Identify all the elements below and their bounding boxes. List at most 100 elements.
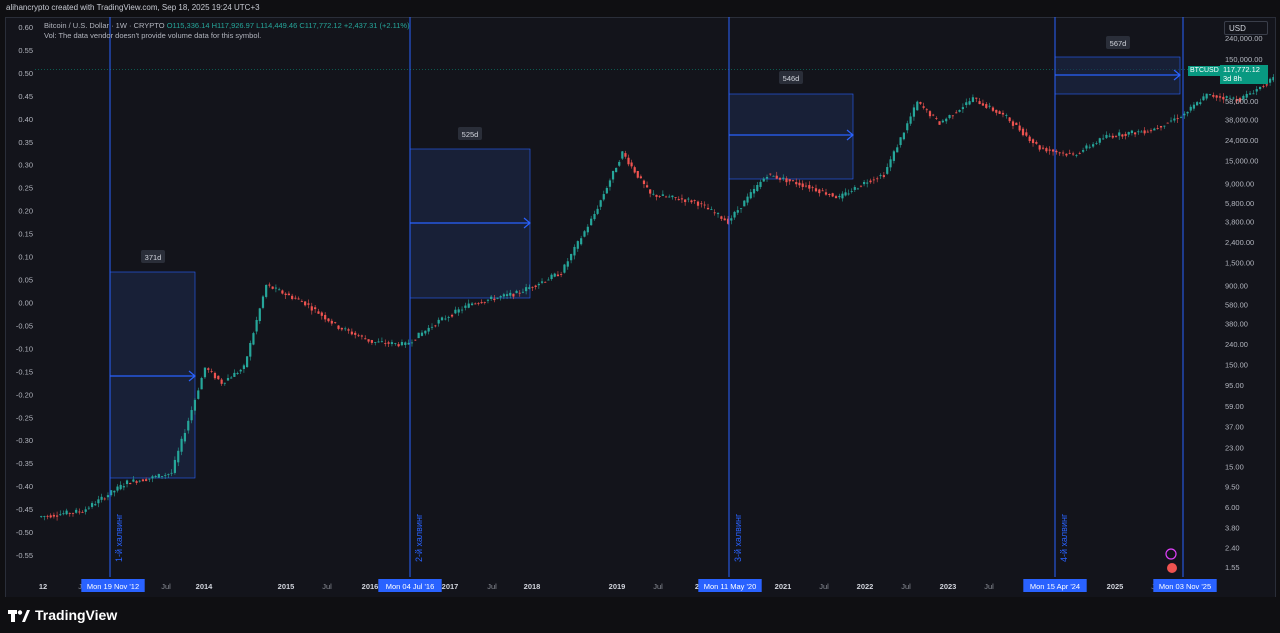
candle-body — [906, 123, 909, 131]
candle-body — [824, 192, 828, 195]
candle-body — [1208, 94, 1212, 95]
candle-body — [1255, 89, 1258, 92]
candle-body — [556, 274, 560, 277]
candle-body — [367, 339, 370, 342]
left-axis-tick: -0.20 — [16, 390, 33, 399]
candle-body — [307, 303, 310, 305]
x-axis-tick: Jul — [161, 582, 171, 591]
x-axis-tick: 2014 — [196, 582, 214, 591]
candle-body — [40, 516, 43, 518]
right-axis-tick: 15.00 — [1225, 463, 1244, 472]
candle-body — [1015, 122, 1018, 125]
candle-body — [226, 378, 230, 381]
left-axis-tick: 0.05 — [18, 276, 33, 285]
candle-body — [177, 450, 180, 463]
candle-body — [1038, 145, 1041, 150]
candle-body — [696, 201, 700, 206]
left-axis-tick: -0.40 — [16, 482, 33, 491]
candle-body — [122, 486, 125, 488]
candle-body — [314, 307, 317, 310]
tradingview-logo-text: TradingView — [35, 607, 118, 623]
candle-body — [129, 482, 132, 485]
candle-body — [410, 342, 414, 344]
candle-body — [1228, 97, 1232, 99]
candle-body — [941, 120, 944, 123]
currency-selector[interactable]: USD — [1224, 21, 1268, 35]
candle-body — [1114, 136, 1118, 137]
candle-body — [119, 484, 122, 490]
candle-body — [746, 196, 749, 203]
x-axis-tick: 2016 — [362, 582, 379, 591]
candle-body — [330, 320, 333, 324]
halving-label: 1-й халвинг — [114, 513, 124, 562]
candle-body — [230, 377, 233, 379]
candle-body — [935, 117, 938, 119]
candle-body — [154, 476, 157, 478]
right-axis-tick: 240,000.00 — [1225, 34, 1263, 43]
right-axis-tick: 3.80 — [1225, 523, 1240, 532]
candle-body — [975, 97, 978, 99]
candle-body — [1111, 135, 1114, 138]
candle-body — [611, 170, 615, 180]
candle-body — [570, 254, 573, 261]
candle-body — [909, 116, 912, 124]
candle-body — [1238, 98, 1242, 102]
right-axis-tick: 3,800.00 — [1225, 218, 1254, 227]
candle-body — [474, 303, 477, 305]
candle-body — [726, 218, 730, 224]
candle-body — [62, 513, 65, 515]
candle-body — [710, 209, 713, 211]
earnings-icon[interactable] — [1167, 563, 1177, 573]
candle-body — [252, 333, 255, 345]
candle-body — [1124, 133, 1127, 137]
candle-body — [866, 182, 869, 184]
candle-body — [1055, 150, 1058, 153]
left-axis-tick: -0.55 — [16, 551, 33, 560]
candle-body — [1192, 104, 1196, 109]
x-axis-tick: 2015 — [278, 582, 295, 591]
x-axis-date-badge — [698, 579, 762, 592]
legend-change: +2,437.31 (+2.11%) — [343, 21, 410, 30]
candle-body — [1235, 99, 1238, 102]
candle-body — [68, 512, 71, 514]
candle-body — [52, 514, 55, 517]
candle-body — [1031, 139, 1035, 144]
candle-body — [1222, 96, 1225, 100]
candle-body — [652, 193, 655, 195]
candle-body — [756, 184, 759, 191]
candle-body — [157, 474, 160, 478]
candle-body — [965, 102, 968, 106]
right-axis-tick: 9,000.00 — [1225, 179, 1254, 188]
candle-body — [775, 175, 778, 179]
candle-body — [902, 132, 906, 140]
candle-body — [1011, 121, 1015, 126]
candle-body — [1082, 150, 1085, 152]
candle-body — [213, 372, 217, 379]
candle-body — [377, 341, 380, 343]
candle-body — [834, 196, 838, 199]
candle-body — [602, 194, 605, 200]
candle-body — [380, 341, 384, 343]
tradingview-logo[interactable]: TradingView — [8, 605, 117, 625]
candle-body — [255, 319, 258, 332]
x-axis-tick: 12 — [39, 582, 47, 591]
candle-body — [608, 180, 612, 187]
candle-body — [417, 332, 420, 339]
candle-body — [106, 495, 110, 498]
candle-body — [71, 512, 75, 514]
right-axis-tick: 150,000.00 — [1225, 55, 1263, 64]
candle-body — [882, 175, 885, 177]
candle-body — [955, 112, 958, 114]
candle-body — [90, 503, 94, 507]
candle-body — [457, 309, 460, 313]
candle-body — [384, 343, 387, 345]
candle-body — [859, 185, 863, 187]
candle-body — [1035, 142, 1038, 144]
candle-body — [512, 293, 515, 297]
halving-range-box — [728, 93, 854, 180]
duration-label: 371d — [145, 253, 162, 262]
event-icon[interactable] — [1165, 548, 1177, 560]
chart-canvas[interactable]: 371d 525d 546d 567d 1-й халвинг 2-й халвинг 3… — [5, 17, 1274, 596]
candle-body — [938, 121, 941, 125]
candle-body — [271, 286, 274, 289]
